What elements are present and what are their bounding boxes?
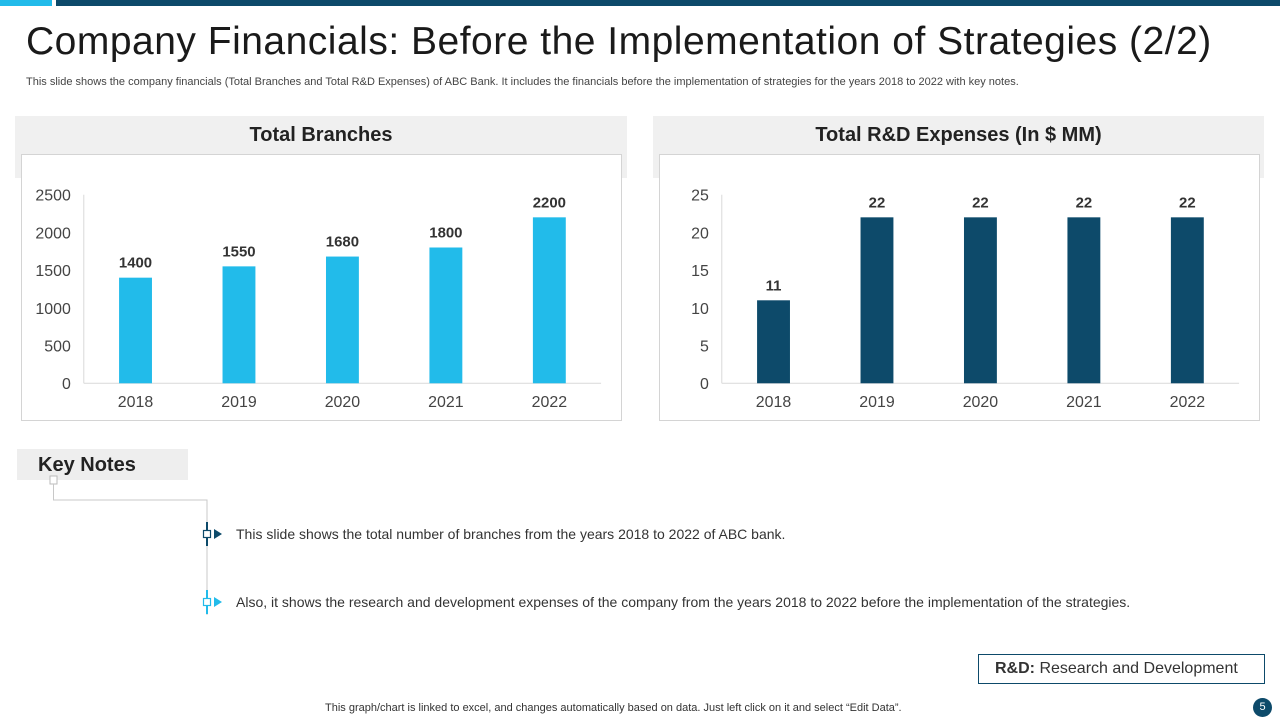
branches-bar <box>429 247 463 384</box>
key-note-1: This slide shows the total number of bra… <box>236 526 786 542</box>
rd-bar <box>1170 217 1204 384</box>
rd-bar <box>963 217 997 384</box>
top-accent-bar-dark <box>56 0 1280 6</box>
branches-bar <box>119 277 152 384</box>
rd-bar <box>1067 217 1101 384</box>
branches-y-tick-label: 1500 <box>35 263 71 280</box>
branches-chart[interactable]: 0 500 1000 1500 2000 2500 1400 2018 1550 2019 1680… <box>21 154 622 421</box>
top-accent-bar-light <box>0 0 52 6</box>
branches-data-label: 1800 <box>429 226 462 242</box>
branches-y-tick-label: 500 <box>44 339 71 356</box>
rd-x-tick-label: 2022 <box>1170 394 1206 411</box>
rd-data-label: 22 <box>1179 195 1196 211</box>
branches-x-tick-label: 2020 <box>325 394 361 411</box>
rd-chart[interactable]: 0 5 10 15 20 25 11 2018 22 2019 22 2020 22 2021 22 2022 <box>659 154 1260 421</box>
rd-y-tick-label: 5 <box>700 339 709 356</box>
branches-chart-title: Total Branches <box>249 124 393 146</box>
branches-y-tick-label: 2000 <box>35 225 71 242</box>
branches-bar <box>532 217 566 384</box>
branches-data-label: 1550 <box>222 244 255 260</box>
branches-x-tick-label: 2018 <box>118 394 154 411</box>
legend-meaning: Research and Development <box>1039 660 1238 677</box>
rd-bar <box>860 217 894 384</box>
branches-y-tick-label: 1000 <box>35 301 71 318</box>
key-notes-label: Key Notes <box>17 449 188 480</box>
branches-x-tick-label: 2022 <box>532 394 568 411</box>
rd-x-tick-label: 2019 <box>859 394 895 411</box>
branches-data-label: 1400 <box>119 256 152 272</box>
branches-bar <box>325 256 359 384</box>
legend-abbr: R&D: <box>995 660 1035 677</box>
rd-data-label: 22 <box>869 195 886 211</box>
key-notes-connector <box>49 475 222 615</box>
rd-y-tick-label: 20 <box>691 225 709 242</box>
rd-chart-svg: 0 5 10 15 20 25 11 2018 22 2019 22 2020 22 2021 22 2022 <box>691 188 1240 411</box>
rd-data-label: 22 <box>972 195 989 211</box>
page-number-badge: 5 <box>1253 698 1272 717</box>
rd-data-label: 22 <box>1076 195 1093 211</box>
rd-data-label: 11 <box>766 278 782 294</box>
rd-bar <box>757 300 790 384</box>
footer-note: This graph/chart is linked to excel, and… <box>325 702 902 714</box>
rd-y-tick-label: 25 <box>691 188 709 205</box>
page-subtitle: This slide shows the company financials … <box>26 76 1019 88</box>
key-note-2: Also, it shows the research and developm… <box>236 594 1131 610</box>
rd-y-tick-label: 0 <box>700 376 709 393</box>
rd-x-tick-label: 2020 <box>963 394 999 411</box>
branches-y-tick-label: 0 <box>62 376 71 393</box>
rd-chart-title: Total R&D Expenses (In $ MM) <box>815 124 1102 146</box>
page-title: Company Financials: Before the Implement… <box>26 20 1212 63</box>
branches-data-label: 1680 <box>326 235 359 251</box>
branches-x-tick-label: 2021 <box>428 394 464 411</box>
abbreviation-legend: R&D: Research and Development <box>978 654 1265 684</box>
rd-y-tick-label: 10 <box>691 301 709 318</box>
rd-y-tick-label: 15 <box>691 263 709 280</box>
branches-chart-svg: 0 500 1000 1500 2000 2500 1400 2018 1550 2019 1680… <box>35 188 602 411</box>
rd-x-tick-label: 2018 <box>756 394 792 411</box>
branches-data-label: 2200 <box>533 195 566 211</box>
branches-bar <box>222 266 256 384</box>
rd-x-tick-label: 2021 <box>1066 394 1102 411</box>
branches-y-tick-label: 2500 <box>35 188 71 205</box>
branches-x-tick-label: 2019 <box>221 394 257 411</box>
